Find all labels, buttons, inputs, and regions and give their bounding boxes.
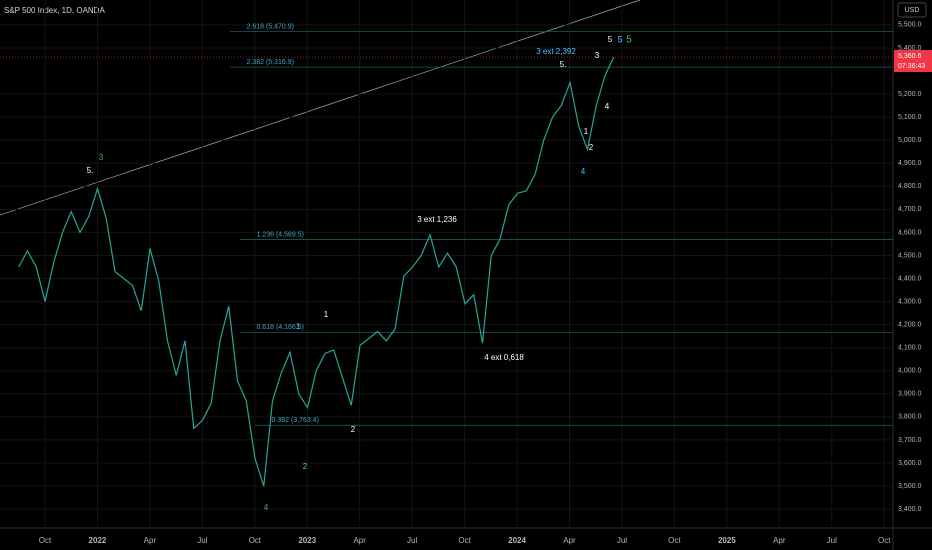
price-tick-label: 5,000.0 <box>898 137 921 144</box>
time-label: Apr <box>353 536 366 545</box>
wave-label: 3 ext 2,392 <box>536 47 576 56</box>
price-tick-label: 4,300.0 <box>898 298 921 305</box>
wave-label: 5 <box>608 35 613 44</box>
trend-line <box>0 0 641 216</box>
price-tick-label: 3,600.0 <box>898 460 921 467</box>
price-tick-label: 4,000.0 <box>898 368 921 375</box>
price-tick-label: 4,200.0 <box>898 321 921 328</box>
time-label: Oct <box>458 536 471 545</box>
price-tick-label: 4,600.0 <box>898 229 921 236</box>
fib-label: 2.382 (5,316.9) <box>247 59 294 66</box>
price-tick-label: 5,500.0 <box>898 22 921 29</box>
wave-label: 1 <box>296 322 301 331</box>
time-label: Jul <box>197 536 207 545</box>
time-label: Oct <box>39 536 52 545</box>
time-label: 2024 <box>508 536 526 545</box>
symbol-title: S&P 500 Index, 1D, OANDA <box>4 6 105 15</box>
price-tick-label: 4,900.0 <box>898 160 921 167</box>
fib-label: 0.382 (3,763.4) <box>272 417 319 424</box>
wave-label: 5 <box>617 34 622 44</box>
wave-label: 4 ext 0,618 <box>484 353 524 362</box>
wave-label: 2 <box>589 143 594 152</box>
price-tick-label: 3,700.0 <box>898 437 921 444</box>
price-tick-label: 3,900.0 <box>898 391 921 398</box>
price-tick-label: 5,200.0 <box>898 91 921 98</box>
wave-label: 5 <box>626 35 632 46</box>
price-tick-label: 4,100.0 <box>898 345 921 352</box>
time-label: Apr <box>144 536 157 545</box>
last-price-box <box>894 50 932 73</box>
price-tick-label: 4,400.0 <box>898 275 921 282</box>
time-label: Jul <box>617 536 627 545</box>
wave-label: 3 <box>99 153 104 162</box>
time-label: 2023 <box>298 536 316 545</box>
fib-label: 0.618 (4,166.5) <box>257 324 304 331</box>
time-label: Jul <box>827 536 837 545</box>
wave-label: 5. <box>560 60 567 69</box>
price-tick-label: 5,400.0 <box>898 45 921 52</box>
time-label: Oct <box>668 536 681 545</box>
price-tick-label: 3,400.0 <box>898 506 921 513</box>
price-line <box>18 56 615 487</box>
wave-label: 4 <box>264 503 269 512</box>
currency-button[interactable] <box>897 2 927 18</box>
time-label: Oct <box>249 536 262 545</box>
time-label: 2025 <box>718 536 736 545</box>
wave-label: 5. <box>87 166 94 175</box>
wave-label: 2 <box>351 425 356 434</box>
time-label: Apr <box>773 536 786 545</box>
countdown-label: 07:36:43 <box>898 63 925 70</box>
wave-label: 2 <box>303 462 308 471</box>
currency-label: USD <box>905 7 920 14</box>
wave-label: 3 <box>595 51 600 60</box>
time-label: Oct <box>878 536 891 545</box>
wave-label: 3 ext 1,236 <box>417 215 457 224</box>
time-label: 2022 <box>89 536 107 545</box>
price-tick-label: 4,500.0 <box>898 252 921 259</box>
price-tick-label: 3,500.0 <box>898 483 921 490</box>
fib-label: 1.236 (4,569.5) <box>257 231 304 238</box>
time-label: Apr <box>563 536 576 545</box>
price-tick-label: 4,800.0 <box>898 183 921 190</box>
time-label: Jul <box>407 536 417 545</box>
price-tick-label: 3,800.0 <box>898 414 921 421</box>
price-tick-label: 5,100.0 <box>898 114 921 121</box>
wave-label: 1 <box>584 127 589 136</box>
wave-label: 4 <box>581 167 586 176</box>
price-tick-label: 4,700.0 <box>898 206 921 213</box>
last-price-label: 5,360.6 <box>898 53 921 60</box>
wave-label: 1 <box>324 310 329 319</box>
fib-label: 2.618 (5,470.9) <box>247 23 294 30</box>
wave-label: 4 <box>605 102 610 111</box>
